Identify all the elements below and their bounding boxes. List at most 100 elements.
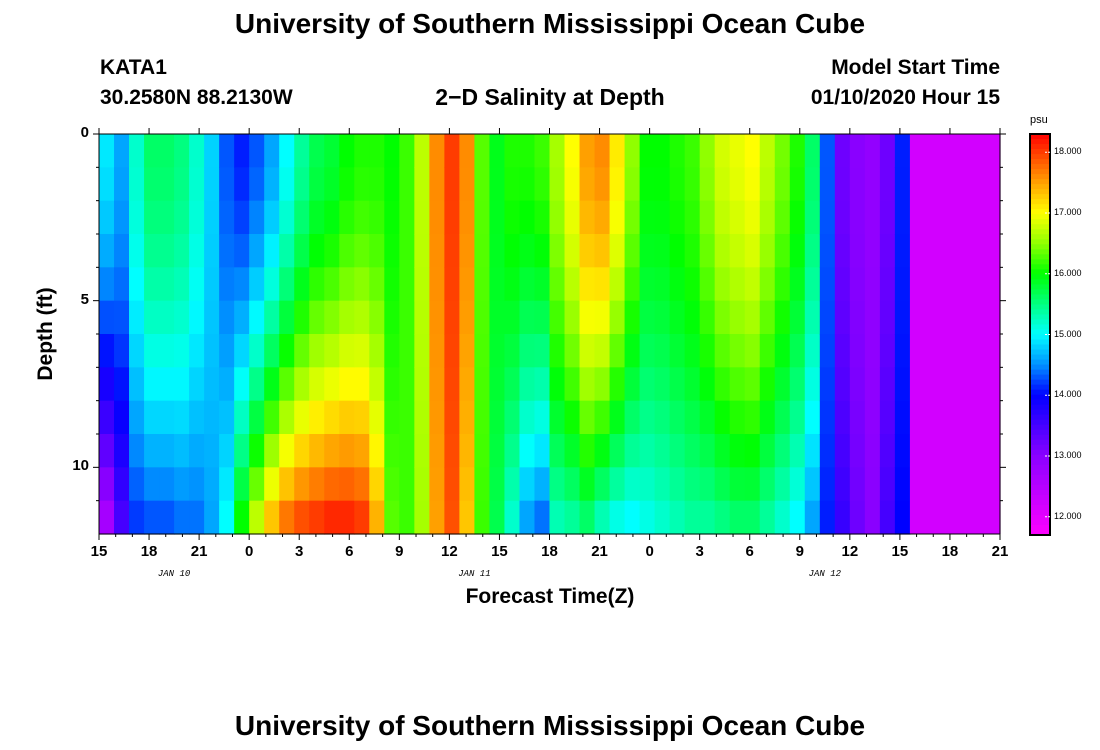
heatmap-cell: [174, 434, 190, 468]
heatmap-cell: [159, 167, 175, 202]
heatmap-cell: [159, 267, 175, 302]
heatmap-cell: [639, 334, 656, 368]
heatmap-cell: [489, 467, 506, 502]
heatmap-cell: [204, 134, 220, 168]
heatmap-cell: [669, 300, 686, 335]
heatmap-cell: [354, 200, 370, 235]
heatmap-cell: [294, 367, 310, 402]
heatmap-cell: [189, 134, 205, 168]
colorbar-band: [1030, 504, 1050, 511]
heatmap-cell: [729, 167, 746, 202]
heatmap-cell: [669, 134, 686, 168]
y-axis-ticks: [93, 133, 1006, 502]
heatmap-cell: [279, 367, 295, 402]
heatmap-cell: [99, 234, 115, 268]
colorbar-band: [1030, 244, 1050, 250]
heatmap-cell: [339, 334, 355, 368]
heatmap-cell: [309, 267, 325, 302]
heatmap-cell: [879, 300, 896, 335]
x-tick-label: 21: [991, 543, 1009, 560]
heatmap-cell: [774, 167, 791, 202]
heatmap-cell: [714, 334, 731, 368]
heatmap-cell: [234, 434, 250, 468]
heatmap-cell: [699, 267, 716, 302]
heatmap-cell: [834, 134, 851, 168]
heatmap-cell: [624, 234, 641, 268]
heatmap-cell: [234, 167, 250, 202]
heatmap-cell: [489, 267, 506, 302]
colorbar-band: [1030, 374, 1050, 381]
heatmap-cell: [129, 500, 145, 535]
heatmap-cell: [114, 300, 130, 335]
heatmap-cell: [684, 467, 701, 502]
heatmap-cell: [309, 300, 325, 335]
colorbar-band: [1030, 339, 1050, 346]
heatmap-cell: [249, 434, 265, 468]
heatmap-cell: [264, 334, 280, 368]
heatmap-cell: [174, 500, 190, 535]
heatmap-cell: [789, 400, 806, 435]
colorbar-band: [1030, 394, 1050, 401]
colorbar-band: [1030, 224, 1050, 230]
colorbar-band: [1030, 264, 1050, 270]
heatmap-cell: [99, 167, 115, 202]
heatmap-cell: [519, 167, 536, 202]
heatmap-cell: [99, 134, 115, 168]
heatmap-cell: [144, 200, 160, 235]
heatmap-cell: [144, 300, 160, 335]
colorbar-band: [1030, 229, 1050, 235]
heatmap-cell: [519, 467, 536, 502]
heatmap-cell: [504, 467, 521, 502]
colorbar-band: [1030, 384, 1050, 391]
heatmap-cell: [249, 334, 265, 368]
heatmap-cell: [384, 234, 400, 268]
heatmap-cell: [399, 334, 415, 368]
heatmap-cell: [669, 467, 686, 502]
heatmap-cell: [639, 400, 656, 435]
top-title: University of Southern Mississippi Ocean…: [234, 8, 866, 39]
heatmap-cell: [99, 300, 115, 335]
colorbar-tick-label: 15.000: [1054, 328, 1082, 339]
heatmap-cell: [399, 500, 415, 535]
heatmap-cell: [234, 134, 250, 168]
heatmap-cell: [504, 334, 521, 368]
heatmap-cell: [849, 134, 866, 168]
heatmap-cell: [264, 367, 280, 402]
heatmap-cell: [879, 400, 896, 435]
heatmap-cell: [879, 267, 896, 302]
heatmap-cell: [339, 200, 355, 235]
heatmap-cell: [354, 500, 370, 535]
heatmap-cell: [294, 267, 310, 302]
heatmap-cell: [579, 334, 596, 368]
heatmap-cell: [549, 434, 566, 468]
heatmap-cell: [99, 267, 115, 302]
heatmap-cell: [594, 200, 611, 235]
heatmap-cell: [114, 500, 130, 535]
heatmap-cell: [339, 300, 355, 335]
heatmap-cell: [864, 234, 881, 268]
x-tick-label: 21: [591, 543, 608, 560]
heatmap-cell: [189, 500, 205, 535]
heatmap-cell: [879, 134, 896, 168]
heatmap-cell: [669, 167, 686, 202]
x-tick-label: 15: [891, 543, 909, 560]
heatmap-cell: [624, 300, 641, 335]
heatmap-cell: [189, 300, 205, 335]
heatmap-cell: [159, 367, 175, 402]
heatmap-cell: [324, 500, 340, 535]
heatmap-cell: [99, 500, 115, 535]
heatmap-cell: [489, 300, 506, 335]
heatmap-cell: [399, 134, 415, 168]
colorbar-band: [1030, 169, 1050, 175]
heatmap-cell: [474, 400, 491, 435]
heatmap-cell: [849, 400, 866, 435]
heatmap-cell: [144, 167, 160, 202]
heatmap-cell: [684, 500, 701, 535]
colorbar-band: [1030, 139, 1050, 145]
heatmap-cell: [549, 400, 566, 435]
heatmap-cell: [324, 434, 340, 468]
heatmap-cell: [144, 500, 160, 535]
heatmap-cell: [774, 134, 791, 168]
heatmap-cell: [579, 434, 596, 468]
colorbar-band: [1030, 194, 1050, 200]
